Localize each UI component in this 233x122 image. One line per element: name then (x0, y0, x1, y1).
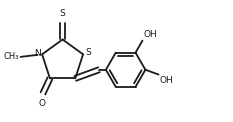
Text: OH: OH (144, 30, 158, 39)
Text: N: N (34, 49, 40, 58)
Text: CH₃: CH₃ (4, 52, 19, 61)
Text: S: S (60, 9, 65, 18)
Text: S: S (85, 48, 91, 57)
Text: O: O (38, 99, 45, 108)
Text: OH: OH (160, 76, 174, 85)
